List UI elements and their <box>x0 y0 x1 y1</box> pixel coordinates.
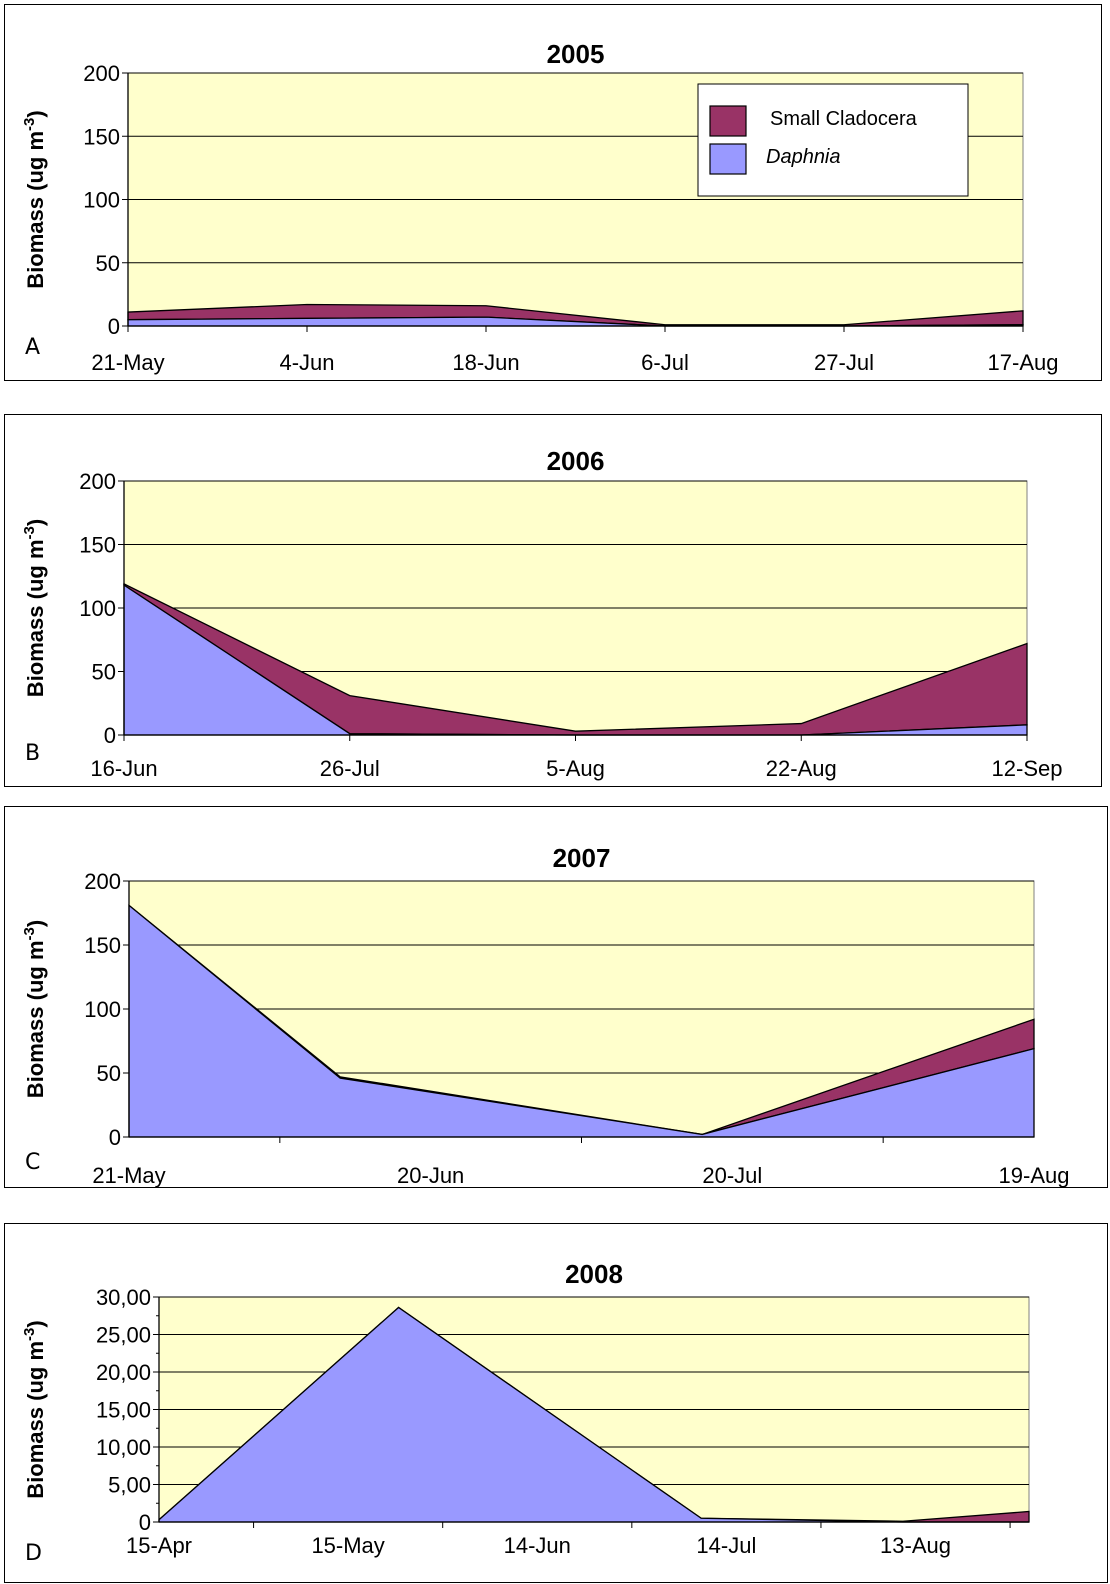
x-tick-label: 13-Aug <box>880 1533 951 1558</box>
y-tick-label: 100 <box>84 997 121 1022</box>
x-tick-label: 6-Jul <box>641 350 689 375</box>
panel-letter: C <box>25 1150 40 1175</box>
x-tick-label: 27-Jul <box>814 350 874 375</box>
x-tick-label: 18-Jun <box>452 350 519 375</box>
chart-title: 2005 <box>547 39 605 69</box>
y-tick-label: 200 <box>79 469 116 494</box>
x-tick-label: 20-Jul <box>702 1163 762 1188</box>
chart-svg: 0 50 100 150 200 21-May 4-Jun 18-Jun 6-Jul 27-Jul… <box>21 39 1059 375</box>
y-tick-label: 100 <box>79 596 116 621</box>
y-tick-label: 50 <box>97 1061 121 1086</box>
chart-svg: 0 50 100 150 200 21-May 20-Jun 20-Jul 19-Aug 2007… <box>21 843 1070 1188</box>
chart-title: 2007 <box>553 843 611 873</box>
chart-panel-2006: 0 50 100 150 200 16-Jun 26-Jul 5-Aug 22-Aug 12-Se… <box>4 414 1102 787</box>
chart-svg: 0 50 100 150 200 16-Jun 26-Jul 5-Aug 22-Aug 12-Se… <box>21 446 1063 781</box>
panel-letter: A <box>25 335 40 360</box>
legend-label: Small Cladocera <box>770 108 918 130</box>
x-tick-label: 19-Aug <box>999 1163 1070 1188</box>
chart-panel-2007: 0 50 100 150 200 21-May 20-Jun 20-Jul 19-Aug 2007… <box>4 806 1108 1188</box>
x-tick-label: 12-Sep <box>992 756 1063 781</box>
y-tick-label: 200 <box>83 61 120 86</box>
y-tick-label: 0 <box>139 1510 151 1535</box>
y-tick-label: 150 <box>83 124 120 149</box>
legend: Small Cladocera Daphnia <box>697 83 969 197</box>
y-tick-label: 10,00 <box>96 1435 151 1460</box>
chart-title: 2006 <box>547 446 605 476</box>
x-tick-label: 14-Jun <box>504 1533 571 1558</box>
y-tick-label: 200 <box>84 869 121 894</box>
y-tick-label: 30,00 <box>96 1285 151 1310</box>
x-tick-label: 15-Apr <box>126 1533 192 1558</box>
x-tick-label: 5-Aug <box>546 756 605 781</box>
x-tick-label: 21-May <box>91 350 164 375</box>
x-tick-label: 21-May <box>92 1163 165 1188</box>
y-tick-label: 20,00 <box>96 1360 151 1385</box>
legend-swatch <box>709 143 747 175</box>
y-tick-label: 0 <box>109 1125 121 1150</box>
chart-svg: 0 5,00 10,00 15,00 20,00 25,00 30,00 15-Apr 15-M… <box>21 1259 1030 1566</box>
y-tick-label: 5,00 <box>108 1473 151 1498</box>
legend-swatch <box>709 105 747 137</box>
panel-letter: B <box>25 741 40 766</box>
y-tick-label: 25,00 <box>96 1323 151 1348</box>
x-tick-label: 16-Jun <box>90 756 157 781</box>
y-tick-label: 150 <box>79 533 116 558</box>
x-tick-label: 22-Aug <box>766 756 837 781</box>
x-tick-label: 14-Jul <box>696 1533 756 1558</box>
chart-panel-2005: 0 50 100 150 200 21-May 4-Jun 18-Jun 6-Jul 27-Jul… <box>4 4 1102 381</box>
y-tick-label: 150 <box>84 933 121 958</box>
y-tick-label: 100 <box>83 188 120 213</box>
y-tick-label: 50 <box>96 251 120 276</box>
chart-title: 2008 <box>565 1259 623 1289</box>
y-axis-label: Biomass (ug m-3) <box>21 110 48 288</box>
legend-label: Daphnia <box>766 146 841 168</box>
x-tick-label: 26-Jul <box>320 756 380 781</box>
x-tick-label: 20-Jun <box>397 1163 464 1188</box>
y-tick-label: 0 <box>104 723 116 748</box>
y-tick-label: 50 <box>92 660 116 685</box>
y-tick-label: 15,00 <box>96 1398 151 1423</box>
chart-panel-2008: 0 5,00 10,00 15,00 20,00 25,00 30,00 15-Apr 15-M… <box>4 1223 1108 1583</box>
x-tick-label: 15-May <box>311 1533 384 1558</box>
panel-letter: D <box>25 1541 42 1566</box>
x-tick-label: 4-Jun <box>279 350 334 375</box>
y-axis-label: Biomass (ug m-3) <box>21 1320 48 1498</box>
y-axis-label: Biomass (ug m-3) <box>21 519 48 697</box>
y-tick-label: 0 <box>108 314 120 339</box>
x-tick-label: 17-Aug <box>988 350 1059 375</box>
y-axis-label: Biomass (ug m-3) <box>21 920 48 1098</box>
